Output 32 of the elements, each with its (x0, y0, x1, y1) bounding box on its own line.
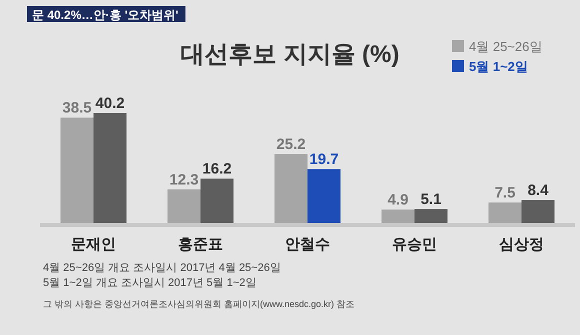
bar (94, 113, 126, 223)
data-label: 38.5 (62, 100, 92, 117)
bar (274, 154, 308, 223)
bar (308, 169, 340, 223)
data-label: 7.5 (494, 184, 516, 202)
data-label: 19.7 (309, 151, 339, 168)
data-label: 16.2 (202, 160, 232, 178)
x-tick-label: 홍준표 (178, 236, 223, 253)
data-label: 5.1 (420, 191, 442, 208)
x-tick-label: 심상정 (499, 236, 544, 253)
data-label: 4.9 (388, 192, 408, 209)
bar (488, 202, 522, 223)
text: 4월 25~26일 개요 조사일시 2017년 4월 25~26일 (43, 262, 281, 274)
data-label: 25.2 (276, 136, 306, 154)
chart-subtitle: 문 40.2%…안·홍 '오차범위' (32, 8, 179, 22)
bar (60, 118, 94, 223)
legend-label: 4월 25~26일 (469, 39, 542, 54)
text: 5월 1~2일 개요 조사일시 2017년 5월 1~2일 (43, 277, 256, 289)
chart-title: 대선후보 지지율 (%) (180, 41, 400, 68)
data-label: 40.2 (95, 95, 125, 112)
x-tick-label: 문재인 (71, 236, 116, 253)
bar (414, 209, 448, 223)
x-tick-label: 유승민 (392, 236, 437, 253)
x-tick-label: 안철수 (285, 236, 330, 253)
bar (522, 200, 554, 223)
bar (382, 210, 414, 223)
text: 그 밖의 사항은 중앙선거여론조사심의위원회 홈페이지(www.nesdc.go.kr) 참조 (43, 299, 355, 309)
data-label: 12.3 (169, 171, 199, 188)
bar (200, 178, 234, 223)
data-label: 8.4 (528, 182, 550, 200)
bar (168, 189, 200, 223)
legend-label: 5월 1~2일 (469, 59, 528, 74)
